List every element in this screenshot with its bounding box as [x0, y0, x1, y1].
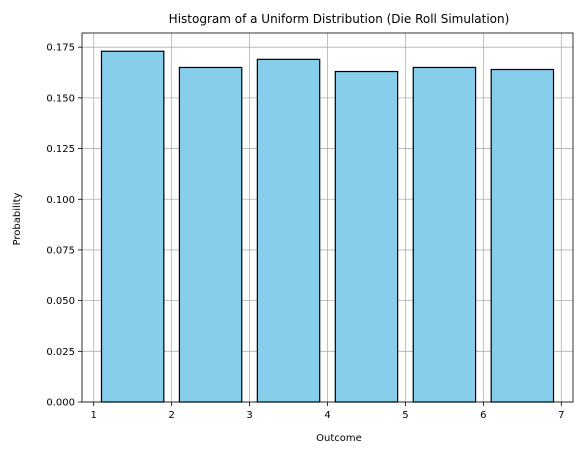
x-tick-label: 2 [168, 410, 174, 421]
y-tick-label: 0.175 [46, 43, 75, 54]
y-tick-label: 0.150 [46, 93, 75, 104]
histogram-bar-2 [178, 66, 243, 403]
plot-frame [81, 32, 574, 403]
x-axis-label: Outcome [316, 433, 362, 444]
y-tick-label: 0.000 [46, 398, 75, 409]
y-axis-label: Probability [12, 192, 23, 245]
y-tick-label: 0.100 [46, 195, 75, 206]
histogram-bar-4 [334, 70, 399, 403]
y-tick-label: 0.075 [46, 245, 75, 256]
y-tick-label: 0.025 [46, 347, 75, 358]
axes [78, 32, 574, 406]
x-tick-label: 4 [324, 410, 330, 421]
x-tick-label: 7 [558, 410, 564, 421]
y-tick-label: 0.050 [46, 296, 75, 307]
histogram-bar-6 [490, 68, 555, 403]
histogram-bar-1 [100, 50, 165, 403]
x-tick-label: 3 [246, 410, 252, 421]
histogram-bar-5 [412, 66, 477, 403]
chart-title: Histogram of a Uniform Distribution (Die… [169, 12, 510, 26]
bars [100, 50, 555, 403]
x-tick-label: 6 [480, 410, 486, 421]
x-tick-label: 5 [402, 410, 408, 421]
tick-labels: 0.000 0.025 0.050 0.075 0.100 0.125 0.150 0.175… [46, 43, 564, 421]
x-tick-label: 1 [91, 410, 97, 421]
histogram-bar-3 [256, 58, 321, 403]
y-tick-label: 0.125 [46, 144, 75, 155]
